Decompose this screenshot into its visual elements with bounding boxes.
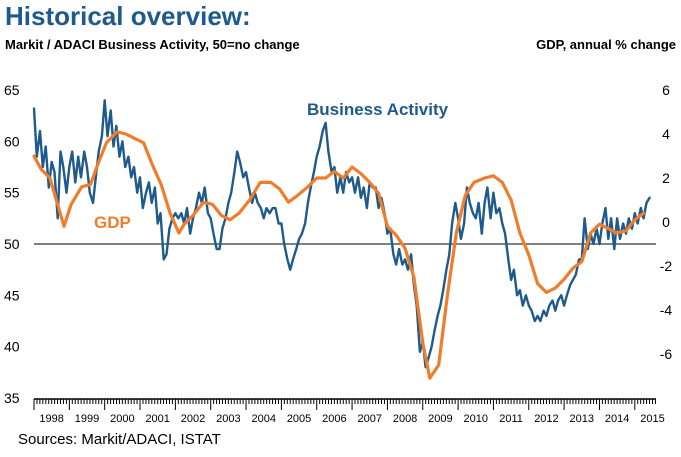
right-axis-label: GDP, annual % change	[536, 37, 676, 52]
x-tick-label: 2015	[640, 413, 664, 425]
x-tick-label: 1998	[39, 413, 63, 425]
x-tick-label: 2000	[110, 413, 134, 425]
right-tick-label: 2	[662, 170, 670, 186]
x-tick-label: 2011	[499, 413, 523, 425]
series-line-gdp	[32, 130, 646, 380]
x-tick-label: 2005	[287, 413, 311, 425]
series-label-gdp: GDP	[94, 213, 131, 232]
right-tick-label: -4	[660, 302, 673, 318]
right-tick-label: 0	[662, 214, 670, 230]
left-axis-label: Markit / ADACI Business Activity, 50=no …	[5, 37, 300, 52]
right-axis: 6 4 2 0 -2 -4 -6	[660, 82, 673, 362]
left-tick-label: 50	[4, 236, 20, 252]
x-tick-label: 2008	[393, 413, 417, 425]
source-note: Sources: Markit/ADACI, ISTAT	[18, 431, 221, 448]
x-tick-label: 1999	[75, 413, 99, 425]
left-tick-label: 45	[4, 287, 20, 303]
x-tick-label: 2013	[570, 413, 594, 425]
x-tick-label: 2006	[322, 413, 346, 425]
right-tick-label: 4	[662, 126, 670, 142]
left-tick-label: 60	[4, 133, 20, 149]
series-layer	[32, 99, 651, 380]
chart-title: Historical overview:	[5, 1, 251, 31]
x-tick-label: 2003	[216, 413, 240, 425]
series-label-business-activity: Business Activity	[307, 100, 449, 119]
left-tick-label: 35	[4, 390, 20, 406]
x-tick-label: 2009	[428, 413, 452, 425]
x-tick-label: 2001	[145, 413, 169, 425]
series-line-business-activity	[32, 99, 651, 369]
x-tick-label: 2014	[605, 413, 629, 425]
x-tick-label: 2002	[181, 413, 205, 425]
left-axis: 65 60 55 50 45 40 35	[4, 82, 20, 406]
x-tick-label: 2007	[357, 413, 381, 425]
x-tick-label: 2012	[534, 413, 558, 425]
left-tick-label: 65	[4, 82, 20, 98]
right-tick-label: -6	[660, 346, 673, 362]
x-tick-label: 2010	[464, 413, 488, 425]
right-tick-label: 6	[662, 82, 670, 98]
left-tick-label: 40	[4, 339, 20, 355]
x-tick-label: 2004	[251, 413, 275, 425]
right-tick-label: -2	[660, 258, 673, 274]
left-tick-label: 55	[4, 185, 20, 201]
x-axis: 1998 1999 2000 2001 2002 2003 2004 2005 2006 2007…	[33, 398, 665, 425]
